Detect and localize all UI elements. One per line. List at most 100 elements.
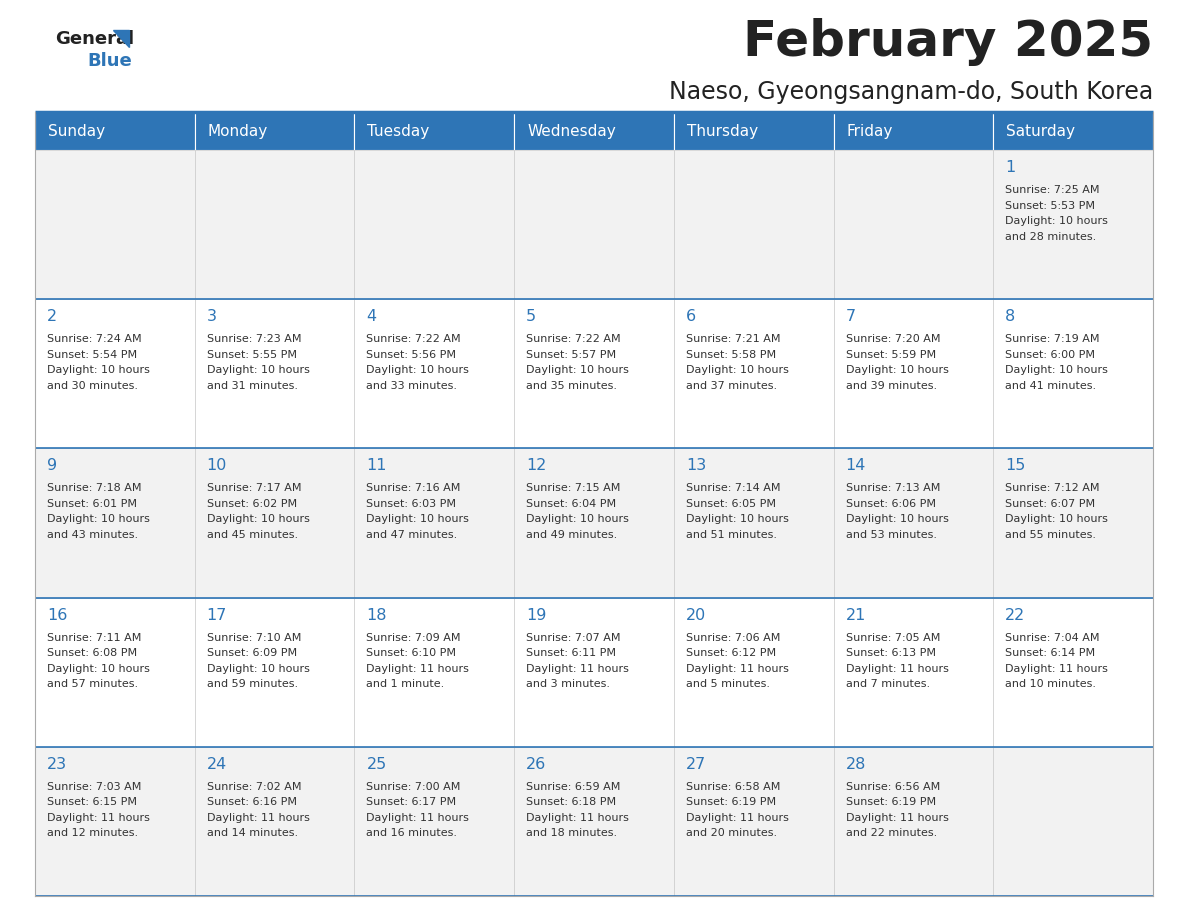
FancyBboxPatch shape xyxy=(195,598,354,747)
Text: Daylight: 10 hours: Daylight: 10 hours xyxy=(207,664,310,674)
FancyBboxPatch shape xyxy=(195,112,354,150)
Text: Sunset: 6:18 PM: Sunset: 6:18 PM xyxy=(526,798,617,807)
Text: Monday: Monday xyxy=(208,124,268,139)
FancyBboxPatch shape xyxy=(354,299,514,448)
Text: Sunset: 6:13 PM: Sunset: 6:13 PM xyxy=(846,648,936,658)
Text: Sunrise: 7:10 AM: Sunrise: 7:10 AM xyxy=(207,633,301,643)
FancyBboxPatch shape xyxy=(834,112,993,150)
Text: and 59 minutes.: and 59 minutes. xyxy=(207,679,298,689)
Text: Daylight: 10 hours: Daylight: 10 hours xyxy=(526,514,628,524)
Text: and 55 minutes.: and 55 minutes. xyxy=(1005,530,1097,540)
Text: 13: 13 xyxy=(685,458,706,474)
Text: Sunrise: 6:59 AM: Sunrise: 6:59 AM xyxy=(526,782,620,792)
Text: 9: 9 xyxy=(48,458,57,474)
Text: Sunrise: 7:11 AM: Sunrise: 7:11 AM xyxy=(48,633,141,643)
Text: and 14 minutes.: and 14 minutes. xyxy=(207,828,298,838)
Text: and 57 minutes.: and 57 minutes. xyxy=(48,679,138,689)
FancyBboxPatch shape xyxy=(834,150,993,299)
Text: Daylight: 11 hours: Daylight: 11 hours xyxy=(846,664,948,674)
FancyBboxPatch shape xyxy=(993,299,1154,448)
Text: Daylight: 10 hours: Daylight: 10 hours xyxy=(1005,514,1108,524)
Text: Sunset: 6:11 PM: Sunset: 6:11 PM xyxy=(526,648,617,658)
FancyBboxPatch shape xyxy=(993,747,1154,896)
Text: Sunset: 6:08 PM: Sunset: 6:08 PM xyxy=(48,648,137,658)
Text: Sunset: 5:59 PM: Sunset: 5:59 PM xyxy=(846,350,936,360)
Text: Daylight: 10 hours: Daylight: 10 hours xyxy=(846,514,948,524)
Text: 7: 7 xyxy=(846,309,855,324)
FancyBboxPatch shape xyxy=(34,150,195,299)
FancyBboxPatch shape xyxy=(354,112,514,150)
FancyBboxPatch shape xyxy=(34,747,195,896)
Text: and 47 minutes.: and 47 minutes. xyxy=(366,530,457,540)
Text: 23: 23 xyxy=(48,756,68,772)
Polygon shape xyxy=(114,30,129,47)
Text: 16: 16 xyxy=(48,608,68,622)
FancyBboxPatch shape xyxy=(195,299,354,448)
Text: Daylight: 10 hours: Daylight: 10 hours xyxy=(48,514,150,524)
Text: Sunset: 6:07 PM: Sunset: 6:07 PM xyxy=(1005,498,1095,509)
Text: Thursday: Thursday xyxy=(687,124,758,139)
Text: Sunrise: 7:02 AM: Sunrise: 7:02 AM xyxy=(207,782,302,792)
Text: Sunrise: 7:25 AM: Sunrise: 7:25 AM xyxy=(1005,185,1100,195)
Text: Sunrise: 7:17 AM: Sunrise: 7:17 AM xyxy=(207,484,302,493)
Text: Saturday: Saturday xyxy=(1006,124,1075,139)
Text: 20: 20 xyxy=(685,608,706,622)
Text: and 51 minutes.: and 51 minutes. xyxy=(685,530,777,540)
Text: and 41 minutes.: and 41 minutes. xyxy=(1005,381,1097,391)
Text: 5: 5 xyxy=(526,309,536,324)
Text: 22: 22 xyxy=(1005,608,1025,622)
Text: Sunset: 6:06 PM: Sunset: 6:06 PM xyxy=(846,498,936,509)
FancyBboxPatch shape xyxy=(34,598,195,747)
Text: Daylight: 11 hours: Daylight: 11 hours xyxy=(526,664,628,674)
Text: Daylight: 10 hours: Daylight: 10 hours xyxy=(685,365,789,375)
Text: and 45 minutes.: and 45 minutes. xyxy=(207,530,298,540)
Text: Daylight: 10 hours: Daylight: 10 hours xyxy=(207,365,310,375)
Text: Sunset: 6:15 PM: Sunset: 6:15 PM xyxy=(48,798,137,807)
Text: 27: 27 xyxy=(685,756,706,772)
Text: Daylight: 11 hours: Daylight: 11 hours xyxy=(526,812,628,823)
Text: Sunrise: 7:24 AM: Sunrise: 7:24 AM xyxy=(48,334,141,344)
Text: Daylight: 11 hours: Daylight: 11 hours xyxy=(366,664,469,674)
Text: and 1 minute.: and 1 minute. xyxy=(366,679,444,689)
Text: General: General xyxy=(55,30,134,48)
Text: Daylight: 11 hours: Daylight: 11 hours xyxy=(1005,664,1108,674)
FancyBboxPatch shape xyxy=(674,112,834,150)
Text: Sunrise: 7:22 AM: Sunrise: 7:22 AM xyxy=(526,334,621,344)
FancyBboxPatch shape xyxy=(195,747,354,896)
Text: and 39 minutes.: and 39 minutes. xyxy=(846,381,936,391)
Text: Sunrise: 7:06 AM: Sunrise: 7:06 AM xyxy=(685,633,781,643)
FancyBboxPatch shape xyxy=(993,448,1154,598)
Text: 18: 18 xyxy=(366,608,387,622)
Text: Sunset: 6:00 PM: Sunset: 6:00 PM xyxy=(1005,350,1095,360)
Text: Daylight: 10 hours: Daylight: 10 hours xyxy=(48,365,150,375)
Text: and 16 minutes.: and 16 minutes. xyxy=(366,828,457,838)
Text: Sunrise: 7:16 AM: Sunrise: 7:16 AM xyxy=(366,484,461,493)
FancyBboxPatch shape xyxy=(354,448,514,598)
FancyBboxPatch shape xyxy=(834,448,993,598)
Text: Sunset: 5:53 PM: Sunset: 5:53 PM xyxy=(1005,200,1095,210)
FancyBboxPatch shape xyxy=(514,299,674,448)
Text: Sunset: 6:14 PM: Sunset: 6:14 PM xyxy=(1005,648,1095,658)
Text: Sunset: 6:09 PM: Sunset: 6:09 PM xyxy=(207,648,297,658)
Text: 4: 4 xyxy=(366,309,377,324)
Text: Daylight: 10 hours: Daylight: 10 hours xyxy=(366,514,469,524)
FancyBboxPatch shape xyxy=(674,299,834,448)
Text: and 18 minutes.: and 18 minutes. xyxy=(526,828,618,838)
FancyBboxPatch shape xyxy=(354,747,514,896)
FancyBboxPatch shape xyxy=(834,299,993,448)
FancyBboxPatch shape xyxy=(674,598,834,747)
Text: Daylight: 10 hours: Daylight: 10 hours xyxy=(685,514,789,524)
Text: and 28 minutes.: and 28 minutes. xyxy=(1005,231,1097,241)
FancyBboxPatch shape xyxy=(514,150,674,299)
Text: Wednesday: Wednesday xyxy=(527,124,615,139)
Text: Sunrise: 7:23 AM: Sunrise: 7:23 AM xyxy=(207,334,302,344)
Text: Sunset: 6:19 PM: Sunset: 6:19 PM xyxy=(846,798,936,807)
Text: 2: 2 xyxy=(48,309,57,324)
Text: Daylight: 11 hours: Daylight: 11 hours xyxy=(207,812,310,823)
Text: Sunrise: 7:13 AM: Sunrise: 7:13 AM xyxy=(846,484,940,493)
Text: Sunset: 6:03 PM: Sunset: 6:03 PM xyxy=(366,498,456,509)
Text: Tuesday: Tuesday xyxy=(367,124,430,139)
Text: and 30 minutes.: and 30 minutes. xyxy=(48,381,138,391)
Text: Sunrise: 7:04 AM: Sunrise: 7:04 AM xyxy=(1005,633,1100,643)
Text: Sunset: 5:58 PM: Sunset: 5:58 PM xyxy=(685,350,776,360)
